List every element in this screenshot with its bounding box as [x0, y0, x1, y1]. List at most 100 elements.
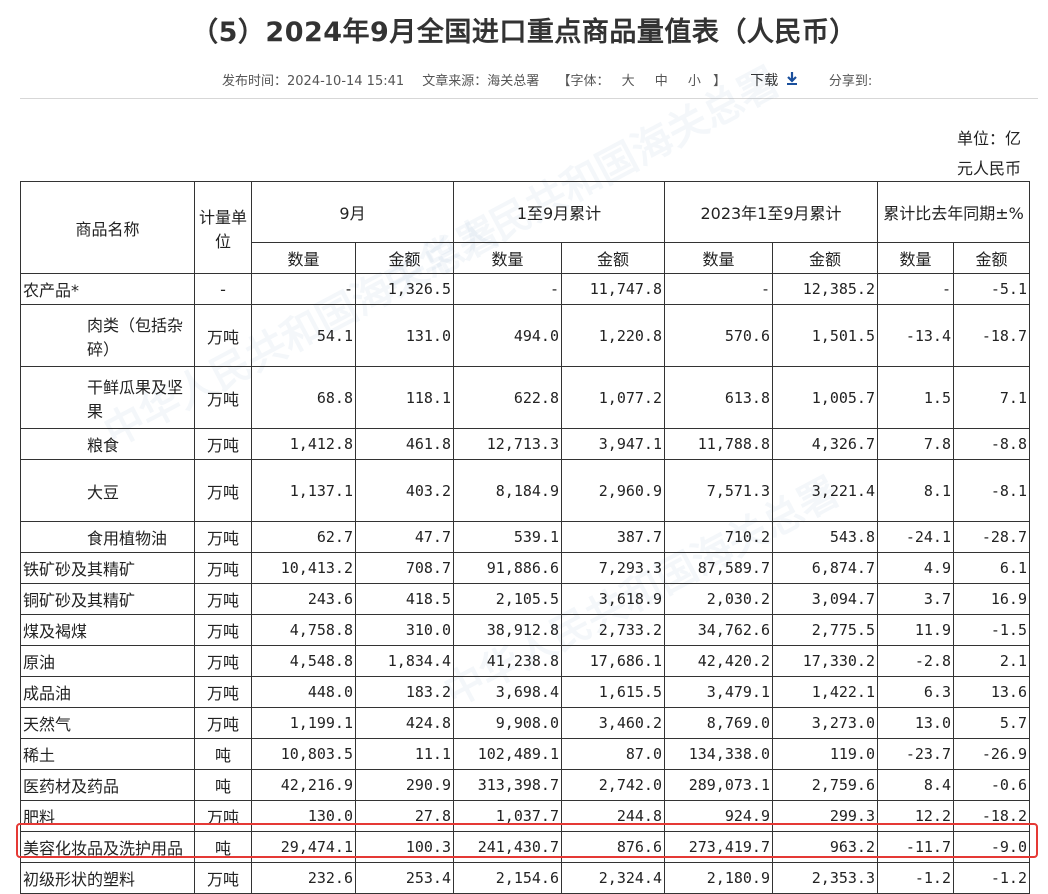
value-cell: 710.2 — [664, 521, 773, 553]
value-cell: 130.0 — [251, 800, 356, 832]
unit-cell: 万吨 — [194, 800, 252, 832]
commodity-name: 稀土 — [20, 738, 195, 770]
table-row: 食用植物油 万吨 62.7 47.7 539.1 387.7 710.2 543.8 -24.1… — [20, 521, 1030, 553]
value-cell: 3,273.0 — [772, 707, 878, 739]
value-cell: 3,698.4 — [453, 676, 562, 708]
value-cell: 418.5 — [355, 583, 454, 615]
value-cell: 47.7 — [355, 521, 454, 553]
value-cell: 494.0 — [453, 304, 562, 367]
unit-cell: 万吨 — [194, 459, 252, 522]
value-cell: 3,094.7 — [772, 583, 878, 615]
commodity-name: 干鲜瓜果及坚果 — [20, 366, 195, 429]
table-row: 美容化妆品及洗护用品吨 29,474.1 100.3 241,430.7 876.6 27… — [20, 831, 1030, 863]
commodity-name: 成品油 — [20, 676, 195, 708]
article-meta-bar: 发布时间：2024-10-14 15:41 文章来源：海关总署 【字体： 大 中… — [222, 70, 886, 90]
font-size-small-button[interactable]: 小 — [687, 74, 701, 89]
commodity-name: 食用植物油 — [20, 521, 195, 553]
value-cell: 10,803.5 — [251, 738, 356, 770]
value-cell: -23.7 — [877, 738, 954, 770]
value-cell: 13.6 — [953, 676, 1030, 708]
value-cell: 299.3 — [772, 800, 878, 832]
value-cell: 253.4 — [355, 862, 454, 894]
table-row: 铁矿砂及其精矿 万吨 10,413.2 708.7 91,886.6 7,293.3 87,… — [20, 552, 1030, 584]
header-ytd: 1至9月累计 — [453, 181, 665, 243]
value-cell: -18.2 — [953, 800, 1030, 832]
value-cell: 41,238.8 — [453, 645, 562, 677]
table-row: 肥料 万吨 130.0 27.8 1,037.7 244.8 924.9 299.3 12.2-… — [20, 800, 1030, 832]
value-cell: -9.0 — [953, 831, 1030, 863]
unit-cell: 万吨 — [194, 862, 252, 894]
header-unit: 计量单位 — [194, 181, 252, 274]
value-cell: 424.8 — [355, 707, 454, 739]
value-cell: -1.2 — [877, 862, 954, 894]
value-cell: 3.7 — [877, 583, 954, 615]
header-qty: 数量 — [877, 242, 954, 274]
value-cell: 241,430.7 — [453, 831, 562, 863]
header-commodity-name: 商品名称 — [20, 181, 195, 274]
commodity-name: 美容化妆品及洗护用品 — [20, 831, 195, 863]
value-cell: -28.7 — [953, 521, 1030, 553]
unit-cell: 吨 — [194, 831, 252, 863]
value-cell: 2,353.3 — [772, 862, 878, 894]
unit-cell: 万吨 — [194, 366, 252, 429]
commodity-name: 初级形状的塑料 — [20, 862, 195, 894]
header-prev-ytd: 2023年1至9月累计 — [664, 181, 878, 243]
value-cell: 6.3 — [877, 676, 954, 708]
divider — [20, 98, 1038, 99]
value-cell: 2,759.6 — [772, 769, 878, 801]
value-cell: 8.4 — [877, 769, 954, 801]
unit-note-line2: 元人民币 — [956, 159, 1021, 178]
value-cell: 62.7 — [251, 521, 356, 553]
value-cell: 29,474.1 — [251, 831, 356, 863]
value-cell: 313,398.7 — [453, 769, 562, 801]
share-label[interactable]: 分享到: — [828, 74, 873, 89]
value-cell: 387.7 — [561, 521, 665, 553]
value-cell: 543.8 — [772, 521, 878, 553]
value-cell: 876.6 — [561, 831, 665, 863]
table-row: 肉类（包括杂碎） 万吨 54.1 131.0 494.0 1,220.8 570.6 1,50… — [20, 304, 1030, 367]
value-cell: 11,788.8 — [664, 428, 773, 460]
header-amt: 金额 — [355, 242, 454, 274]
value-cell: 87.0 — [561, 738, 665, 770]
value-cell: 13.0 — [877, 707, 954, 739]
table-row: 粮食 万吨 1,412.8 461.8 12,713.3 3,947.1 11,788.8 4… — [20, 428, 1030, 460]
commodity-name: 肉类（包括杂碎） — [20, 304, 195, 367]
value-cell: 289,073.1 — [664, 769, 773, 801]
table-row: 成品油 万吨 448.0 183.2 3,698.4 1,615.5 3,479.1 1,42… — [20, 676, 1030, 708]
download-link[interactable]: 下载 — [750, 73, 779, 89]
header-yoy: 累计比去年同期±% — [877, 181, 1030, 243]
value-cell: 4,326.7 — [772, 428, 878, 460]
value-cell: 38,912.8 — [453, 614, 562, 646]
value-cell: 1,834.4 — [355, 645, 454, 677]
import-commodity-table: 商品名称 计量单位 9月 1至9月累计 2023年1至9月累计 累计比去年同期±… — [20, 181, 1030, 894]
unit-cell: 万吨 — [194, 552, 252, 584]
value-cell: -24.1 — [877, 521, 954, 553]
value-cell: 3,460.2 — [561, 707, 665, 739]
table-row: 大豆 万吨 1,137.1 403.2 8,184.9 2,960.9 7,571.3 3,2… — [20, 459, 1030, 522]
value-cell: 12,385.2 — [772, 273, 878, 305]
article-source: 文章来源：海关总署 — [422, 74, 540, 89]
font-size-large-button[interactable]: 大 — [621, 74, 635, 89]
header-row-top: 商品名称 计量单位 9月 1至9月累计 2023年1至9月累计 累计比去年同期±… — [20, 181, 1030, 274]
value-cell: 3,221.4 — [772, 459, 878, 522]
value-cell: 1.5 — [877, 366, 954, 429]
download-arrow-icon[interactable] — [786, 72, 803, 89]
value-cell: 2,775.5 — [772, 614, 878, 646]
value-cell: -5.1 — [953, 273, 1030, 305]
font-size-medium-button[interactable]: 中 — [654, 74, 668, 89]
value-cell: 68.8 — [251, 366, 356, 429]
unit-cell: 万吨 — [194, 614, 252, 646]
value-cell: 12,713.3 — [453, 428, 562, 460]
font-size-open-label: 【字体： — [557, 74, 610, 89]
value-cell: -1.2 — [953, 862, 1030, 894]
value-cell: 1,220.8 — [561, 304, 665, 367]
value-cell: 102,489.1 — [453, 738, 562, 770]
value-cell: 7,571.3 — [664, 459, 773, 522]
value-cell: 8,769.0 — [664, 707, 773, 739]
value-cell: 2,733.2 — [561, 614, 665, 646]
value-cell: 7.1 — [953, 366, 1030, 429]
value-cell: 8,184.9 — [453, 459, 562, 522]
page-title: （5）2024年9月全国进口重点商品量值表（人民币） — [191, 17, 857, 48]
value-cell: 924.9 — [664, 800, 773, 832]
value-cell: 243.6 — [251, 583, 356, 615]
